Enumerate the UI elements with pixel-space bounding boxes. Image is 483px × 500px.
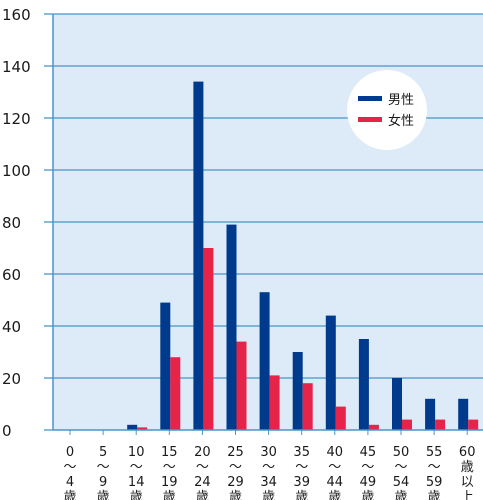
y-tick-label: 40 (2, 318, 21, 336)
y-tick-label: 140 (2, 58, 31, 76)
x-category-label: 14 (128, 475, 145, 490)
x-category-label: 歳 (196, 490, 209, 500)
y-tick-label: 160 (2, 6, 31, 24)
x-category-label: 44 (327, 475, 344, 490)
bar-female (302, 383, 313, 430)
x-category-label: 35 (293, 445, 310, 460)
y-tick-label: 60 (2, 266, 21, 284)
y-tick-label: 80 (2, 214, 21, 232)
x-category-label: 歳 (295, 490, 308, 500)
x-category-label: 34 (260, 475, 277, 490)
x-category-label: 9 (99, 475, 107, 490)
bar-male (193, 81, 204, 430)
x-category-label: 19 (161, 475, 178, 490)
x-category-label: 4 (66, 475, 74, 490)
bar-female (335, 406, 346, 430)
x-category-label: 歳 (63, 490, 76, 500)
x-category-label: 〜 (328, 460, 341, 475)
x-category-label: 24 (194, 475, 211, 490)
bar-male (358, 339, 369, 430)
y-tick-label: 20 (2, 370, 21, 388)
x-category-label: 10 (128, 445, 145, 460)
x-category-label: 歳 (328, 490, 341, 500)
x-category-label: 20 (194, 445, 211, 460)
bar-female (203, 248, 214, 430)
bars (127, 81, 479, 430)
legend-background (347, 70, 427, 150)
bar-female (236, 341, 247, 430)
legend-swatch-female (358, 117, 382, 122)
bar-male (127, 424, 138, 430)
legend-label-female: 女性 (388, 113, 414, 129)
x-category-label: 〜 (394, 460, 407, 475)
x-category-label: 〜 (295, 460, 308, 475)
x-category-label: 5 (99, 445, 107, 460)
x-category-label: 50 (393, 445, 410, 460)
x-category-label: 〜 (262, 460, 275, 475)
x-category-label: 〜 (229, 460, 242, 475)
y-axis-ticks: 0 20 40 60 80 100 120 140 160 (2, 6, 53, 440)
bar-male (292, 352, 303, 430)
x-category-label: 〜 (428, 460, 441, 475)
x-category-label: 歳 (97, 490, 110, 500)
y-tick-label: 0 (2, 422, 12, 440)
x-category-label: 29 (227, 475, 244, 490)
bar-male (226, 224, 237, 430)
bar-male (160, 302, 171, 430)
x-category-label: 〜 (63, 460, 76, 475)
x-category-label: 60 (459, 445, 476, 460)
bar-female (468, 419, 479, 430)
x-category-label: 〜 (361, 460, 374, 475)
bar-female (137, 427, 148, 430)
x-category-label: 59 (426, 475, 443, 490)
x-category-label: 歳 (130, 490, 143, 500)
x-category-label: 上 (461, 490, 474, 500)
x-category-label: 〜 (97, 460, 110, 475)
x-category-label: 歳 (229, 490, 242, 500)
legend: 男性 女性 (347, 70, 427, 150)
y-tick-label: 100 (2, 162, 31, 180)
x-category-label: 39 (293, 475, 310, 490)
legend-swatch-male (358, 96, 382, 101)
x-category-label: 歳 (361, 490, 374, 500)
bar-female (170, 357, 181, 430)
x-category-label: 54 (393, 475, 410, 490)
x-axis-labels: 0〜4歳5〜9歳10〜14歳15〜19歳20〜24歳25〜29歳30〜34歳35… (63, 430, 475, 500)
x-category-label: 15 (161, 445, 178, 460)
x-category-label: 歳 (461, 460, 474, 475)
x-category-label: 55 (426, 445, 443, 460)
bar-male (259, 292, 270, 430)
bar-male (458, 398, 469, 430)
x-category-label: 30 (260, 445, 277, 460)
x-category-label: 〜 (163, 460, 176, 475)
x-category-label: 0 (66, 445, 74, 460)
x-category-label: 40 (327, 445, 344, 460)
bar-female (402, 419, 412, 430)
legend-label-male: 男性 (388, 93, 414, 108)
bar-male (425, 398, 436, 430)
x-category-label: 〜 (196, 460, 209, 475)
x-category-label: 49 (360, 475, 377, 490)
bar-female (368, 424, 379, 430)
x-category-label: 歳 (262, 490, 275, 500)
x-category-label: 歳 (163, 490, 176, 500)
x-category-label: 歳 (394, 490, 407, 500)
bar-female (269, 375, 280, 430)
x-category-label: 〜 (130, 460, 143, 475)
x-category-label: 以 (461, 475, 474, 490)
y-tick-label: 120 (2, 110, 31, 128)
x-category-label: 45 (360, 445, 377, 460)
bar-male (392, 378, 402, 430)
x-category-label: 25 (227, 445, 244, 460)
bar-female (435, 419, 446, 430)
x-category-label: 歳 (428, 490, 441, 500)
bar-male (325, 315, 336, 430)
